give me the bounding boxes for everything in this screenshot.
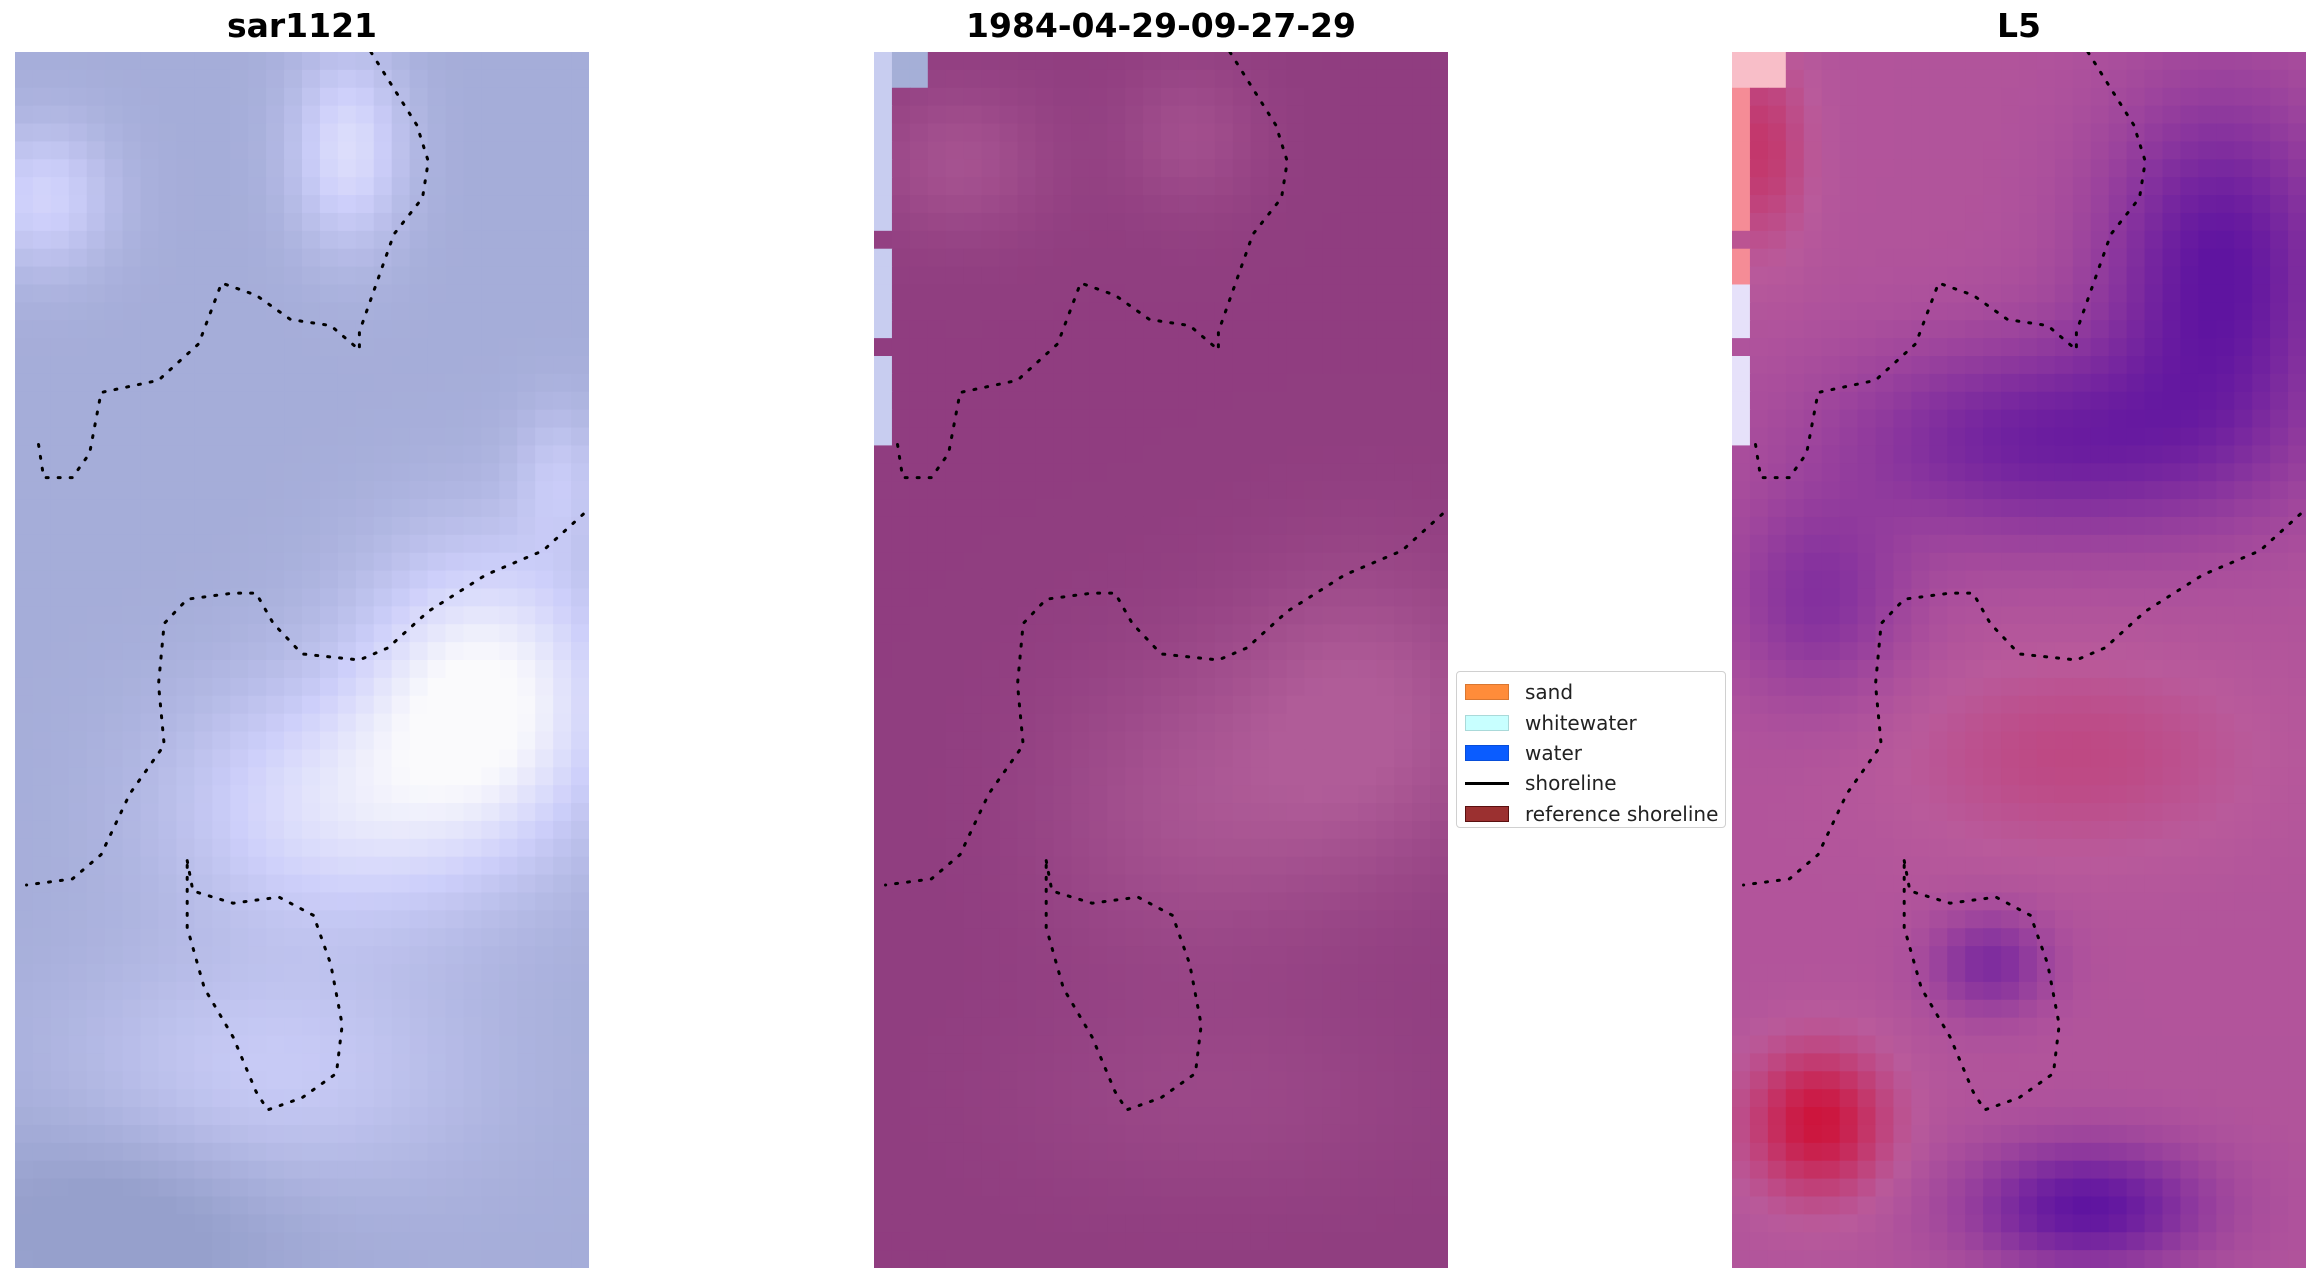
legend-swatch-reference-shoreline — [1465, 805, 1509, 822]
legend-item-reference-shoreline: reference shoreline — [1465, 799, 1725, 829]
legend-label-whitewater: whitewater — [1525, 710, 1637, 735]
legend-swatch-water — [1465, 744, 1509, 761]
legend-swatch-shoreline — [1465, 781, 1509, 785]
legend-label-reference-shoreline: reference shoreline — [1525, 801, 1719, 826]
legend: sand whitewater water shoreline referenc… — [1456, 671, 1726, 828]
legend-item-whitewater: whitewater — [1465, 707, 1725, 737]
panel-title-classified: 1984-04-29-09-27-29 — [966, 6, 1356, 45]
l5-image-panel — [1732, 52, 2306, 1268]
classified-raster — [874, 52, 1448, 1268]
legend-label-water: water — [1525, 740, 1582, 765]
classified-image-panel — [874, 52, 1448, 1268]
panel-title-sar: sar1121 — [226, 6, 378, 45]
panel-title-l5: L5 — [1997, 6, 2041, 45]
legend-item-sand: sand — [1465, 677, 1725, 707]
sar-image-panel — [15, 52, 589, 1268]
legend-item-shoreline: shoreline — [1465, 768, 1725, 798]
legend-item-water: water — [1465, 738, 1725, 768]
l5-raster — [1732, 52, 2306, 1268]
legend-swatch-sand — [1465, 684, 1509, 701]
sar-raster — [15, 52, 589, 1268]
legend-label-sand: sand — [1525, 680, 1574, 705]
legend-swatch-whitewater — [1465, 714, 1509, 731]
legend-label-shoreline: shoreline — [1525, 771, 1617, 796]
